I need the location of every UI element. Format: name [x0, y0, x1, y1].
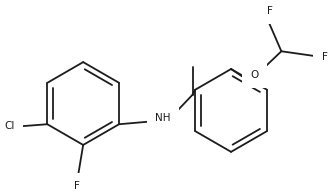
Text: Cl: Cl [4, 121, 15, 131]
Text: F: F [267, 6, 273, 16]
Text: F: F [74, 181, 80, 191]
Text: NH: NH [155, 113, 171, 123]
Text: O: O [251, 70, 259, 80]
Text: F: F [322, 52, 328, 62]
